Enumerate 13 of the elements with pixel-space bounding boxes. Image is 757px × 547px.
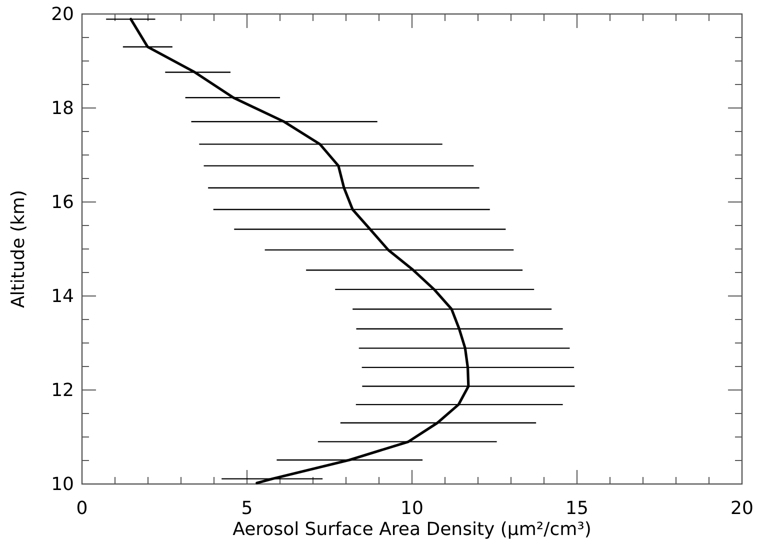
x-tick-label: 15 bbox=[566, 498, 588, 519]
y-tick-label: 20 bbox=[51, 4, 74, 25]
x-tick-label: 5 bbox=[241, 498, 253, 519]
y-tick-label: 12 bbox=[51, 380, 74, 401]
y-tick-label: 14 bbox=[51, 286, 74, 307]
x-tick-label: 20 bbox=[730, 498, 754, 519]
y-tick-label: 16 bbox=[51, 192, 74, 213]
y-tick-label: 18 bbox=[51, 98, 74, 119]
x-tick-label: 10 bbox=[400, 498, 424, 519]
x-axis-title: Aerosol Surface Area Density (μm²/cm³) bbox=[232, 519, 592, 540]
y-tick-label: 10 bbox=[51, 474, 74, 495]
y-axis-title: Altitude (km) bbox=[8, 190, 29, 308]
x-tick-label: 0 bbox=[76, 498, 88, 519]
